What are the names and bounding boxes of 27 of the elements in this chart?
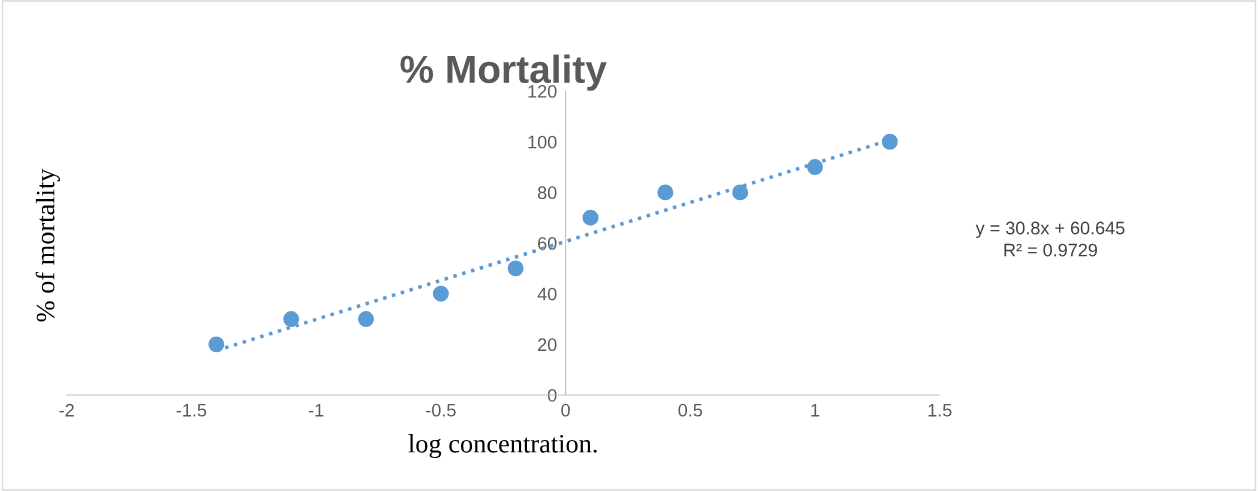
x-tick-label: -1.5 [176, 404, 207, 417]
x-tick-label: 0.5 [678, 403, 703, 417]
text: y = 30.8x + 60.645 R² = 0.9729 [975, 221, 1125, 257]
point [582, 209, 599, 226]
point [283, 311, 300, 328]
point [807, 159, 823, 176]
point [358, 311, 374, 328]
y-tick-label: 80 [537, 186, 557, 200]
point [208, 336, 225, 353]
point [657, 184, 674, 201]
x-tick-label: 0 [561, 403, 570, 417]
point [432, 285, 449, 302]
x-axis-title: log concentration. [408, 434, 597, 459]
y-tick-label: 0 [547, 388, 557, 402]
x-tick-label: 1 [811, 404, 820, 417]
x-tick-label: -1 [308, 404, 324, 417]
y-tick-label: 20 [538, 338, 557, 352]
y-tick-label: 100 [528, 135, 557, 149]
y-axis-title: % of mortality [35, 168, 60, 322]
x-tick-label: -2 [59, 403, 74, 417]
x-tick-label: 1.5 [928, 404, 952, 417]
point [881, 133, 898, 150]
x-tick-label: -0.5 [426, 403, 456, 417]
y-tick-label: 40 [537, 287, 557, 301]
y-tick-label: 60 [538, 236, 557, 250]
point [507, 260, 524, 277]
point [732, 184, 749, 201]
